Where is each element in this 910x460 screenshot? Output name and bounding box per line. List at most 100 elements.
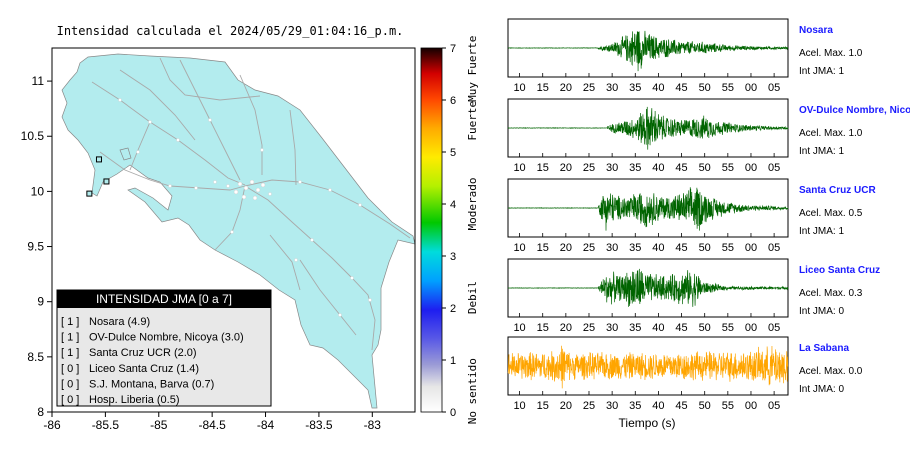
waveform-x-tick-label: 20 <box>560 400 572 412</box>
map-panel: -86 -85.5 -85 -84.5 -84 -83.5 -83 1110.5109.59… <box>21 36 479 432</box>
waveform-x-tick-label: 35 <box>629 242 641 254</box>
legend-box <box>56 289 272 407</box>
waveform-x-tick-label: 30 <box>606 322 618 334</box>
colorbar-tick-label: 2 <box>450 303 456 315</box>
waveform-panel: 10 15 20 25 30 35 40 45 50 55 00 05 Nosara Acel. Max.… <box>507 18 863 94</box>
time-axis-label: Tiempo (s) <box>619 416 676 430</box>
colorbar-category-label: Muy Fuerte <box>466 36 479 102</box>
waveform-x-tick-label: 25 <box>583 162 595 174</box>
legend-station: S.J. Montana, Barva (0.7) <box>89 378 214 390</box>
station-marker <box>86 190 93 197</box>
station-int-jma: Int JMA: 0 <box>799 384 844 395</box>
intensity-colorbar: 0 1 2 3 4 5 6 7 No sentido Debil Moderado FuerteMu… <box>420 36 479 424</box>
station-acel-max: Acel. Max. 1.0 <box>799 48 863 59</box>
legend-jma: [ 1 ] <box>61 347 79 359</box>
waveform-panel: 10 15 20 25 30 35 40 45 50 55 00 05 Santa Cruz UCR Ac… <box>507 178 876 254</box>
waveform-x-tick-label: 45 <box>675 322 687 334</box>
waveform-x-tick-label: 50 <box>699 242 711 254</box>
legend-station: Liceo Santa Cruz (1.4) <box>89 363 199 375</box>
waveform-x-tick-label: 20 <box>560 242 572 254</box>
colorbar-tick-label: 4 <box>450 199 456 211</box>
waveform-x-tick-label: 10 <box>513 82 525 94</box>
waveform-x-tick-label: 05 <box>768 242 780 254</box>
colorbar-tick-label: 0 <box>450 407 456 419</box>
towns <box>118 98 372 317</box>
legend-station: Nosara (4.9) <box>89 316 150 328</box>
waveform-x-tick-label: 25 <box>583 82 595 94</box>
waveform-x-tick-label: 15 <box>537 162 549 174</box>
waveform-x-tick-label: 15 <box>537 242 549 254</box>
waveform-trace <box>507 345 789 389</box>
station-acel-max: Acel. Max. 1.0 <box>799 128 863 139</box>
colorbar-category-label: Fuerte <box>466 101 479 141</box>
waveform-x-tick-label: 15 <box>537 400 549 412</box>
colorbar-category-label: Debil <box>466 281 479 314</box>
station-int-jma: Int JMA: 1 <box>799 226 844 237</box>
station-acel-max: Acel. Max. 0.0 <box>799 366 863 377</box>
waveform-x-tick-label: 15 <box>537 82 549 94</box>
waveform-x-tick-label: 25 <box>583 242 595 254</box>
station-markers <box>86 156 110 197</box>
colorbar-tick-label: 7 <box>450 43 456 55</box>
map-x-tick-label: -84 <box>257 418 275 432</box>
waveform-x-tick-label: 35 <box>629 322 641 334</box>
waveform-x-tick-label: 30 <box>606 82 618 94</box>
map-y-tick-label: 10.5 <box>21 129 45 143</box>
colorbar-tick-label: 3 <box>450 251 456 263</box>
station-acel-max: Acel. Max. 0.5 <box>799 208 863 219</box>
waveform-x-tick-label: 20 <box>560 82 572 94</box>
waveform-x-tick-label: 25 <box>583 400 595 412</box>
legend-jma: [ 1 ] <box>61 316 79 328</box>
waveform-trace <box>507 268 789 307</box>
waveform-x-tick-label: 30 <box>606 242 618 254</box>
map-y-tick-label: 9 <box>37 295 44 309</box>
map-x-tick-label: -83.5 <box>305 418 333 432</box>
waveform-x-tick-label: 00 <box>745 400 757 412</box>
legend-jma: [ 0 ] <box>61 394 79 406</box>
station-name: Santa Cruz UCR <box>799 185 876 196</box>
waveform-x-tick-label: 10 <box>513 162 525 174</box>
map-x-tick-label: -85.5 <box>92 418 120 432</box>
waveform-x-tick-label: 55 <box>722 82 734 94</box>
map-y-tick-label: 8.5 <box>27 350 44 364</box>
map-x-axis: -86 -85.5 -85 -84.5 -84 -83.5 -83 <box>43 412 381 432</box>
colorbar-ticks: 0 1 2 3 4 5 6 7 <box>442 43 456 419</box>
waveform-x-tick-label: 35 <box>629 82 641 94</box>
waveform-x-tick-label: 50 <box>699 82 711 94</box>
map-y-tick-label: 8 <box>37 405 44 419</box>
waveform-x-tick-label: 35 <box>629 400 641 412</box>
map-y-tick-label: 9.5 <box>27 240 44 254</box>
waveform-x-tick-label: 50 <box>699 400 711 412</box>
waveform-x-tick-label: 40 <box>652 400 664 412</box>
station-marker <box>103 178 110 185</box>
peninsula-islet <box>119 147 132 161</box>
waveform-x-tick-label: 10 <box>513 242 525 254</box>
waveform-x-tick-label: 00 <box>745 162 757 174</box>
legend-station: Santa Cruz UCR (2.0) <box>89 347 197 359</box>
waveform-x-tick-label: 05 <box>768 400 780 412</box>
colorbar-tick-label: 6 <box>450 95 456 107</box>
legend-items: [ 1 ] Nosara (4.9) [ 1 ] OV-Dulce Nombre, N… <box>61 316 244 406</box>
intensity-legend: INTENSIDAD JMA [0 a 7] [ 1 ] Nosara (4.9)… <box>56 289 272 407</box>
waveform-x-tick-label: 40 <box>652 82 664 94</box>
waveform-x-tick-label: 00 <box>745 242 757 254</box>
legend-title: INTENSIDAD JMA [0 a 7] <box>96 292 232 306</box>
station-name: Nosara <box>799 25 833 36</box>
waveform-x-tick-label: 30 <box>606 162 618 174</box>
map-y-tick-label: 10 <box>31 184 45 198</box>
waveform-x-tick-label: 45 <box>675 162 687 174</box>
waveform-x-tick-label: 50 <box>699 322 711 334</box>
station-acel-max: Acel. Max. 0.3 <box>799 288 863 299</box>
costa-rica-landmass <box>61 53 415 409</box>
waveform-x-tick-label: 55 <box>722 400 734 412</box>
waveform-x-tick-label: 05 <box>768 322 780 334</box>
station-name: OV-Dulce Nombre, Nicoya <box>799 105 910 116</box>
waveform-x-tick-label: 30 <box>606 400 618 412</box>
waveform-x-tick-label: 10 <box>513 400 525 412</box>
waveform-trace <box>507 30 789 72</box>
waveform-x-tick-label: 40 <box>652 162 664 174</box>
waveform-x-tick-label: 00 <box>745 82 757 94</box>
waveform-panel: 10 15 20 25 30 35 40 45 50 55 00 05 Liceo Santa Cruz… <box>507 258 880 334</box>
legend-jma: [ 0 ] <box>61 363 79 375</box>
waveform-x-tick-label: 55 <box>722 162 734 174</box>
